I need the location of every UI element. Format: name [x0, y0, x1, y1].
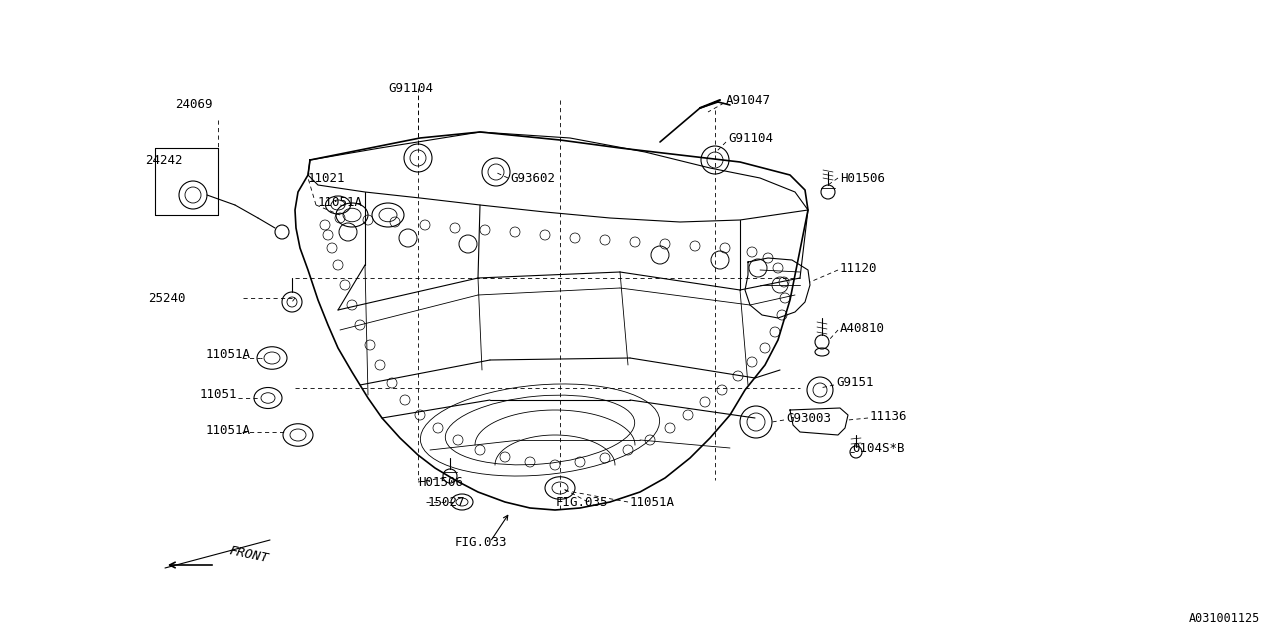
- Text: 11051A: 11051A: [317, 195, 364, 209]
- Text: FIG.033: FIG.033: [454, 536, 507, 548]
- Text: H01506: H01506: [419, 476, 463, 488]
- Text: FRONT: FRONT: [228, 545, 270, 566]
- Text: G93602: G93602: [509, 172, 556, 184]
- Text: A91047: A91047: [726, 93, 771, 106]
- Text: 25240: 25240: [148, 291, 186, 305]
- Text: 0104S*B: 0104S*B: [852, 442, 905, 456]
- Text: 11136: 11136: [870, 410, 908, 422]
- Text: A031001125: A031001125: [1189, 612, 1260, 625]
- Text: 11051A: 11051A: [206, 349, 251, 362]
- Text: 15027: 15027: [428, 495, 466, 509]
- Text: 11021: 11021: [308, 172, 346, 184]
- Text: 11120: 11120: [840, 262, 878, 275]
- Text: 11051A: 11051A: [206, 424, 251, 436]
- Text: G91104: G91104: [728, 131, 773, 145]
- Text: G91104: G91104: [388, 81, 433, 95]
- Polygon shape: [790, 408, 849, 435]
- Text: 11051A: 11051A: [630, 495, 675, 509]
- Text: 24069: 24069: [175, 99, 212, 111]
- Text: 24242: 24242: [145, 154, 183, 166]
- Text: G93003: G93003: [786, 412, 831, 424]
- Text: 11051: 11051: [200, 388, 238, 401]
- Text: H01506: H01506: [840, 172, 884, 184]
- Text: A40810: A40810: [840, 321, 884, 335]
- Text: FIG.035: FIG.035: [556, 495, 608, 509]
- Text: G9151: G9151: [836, 376, 873, 388]
